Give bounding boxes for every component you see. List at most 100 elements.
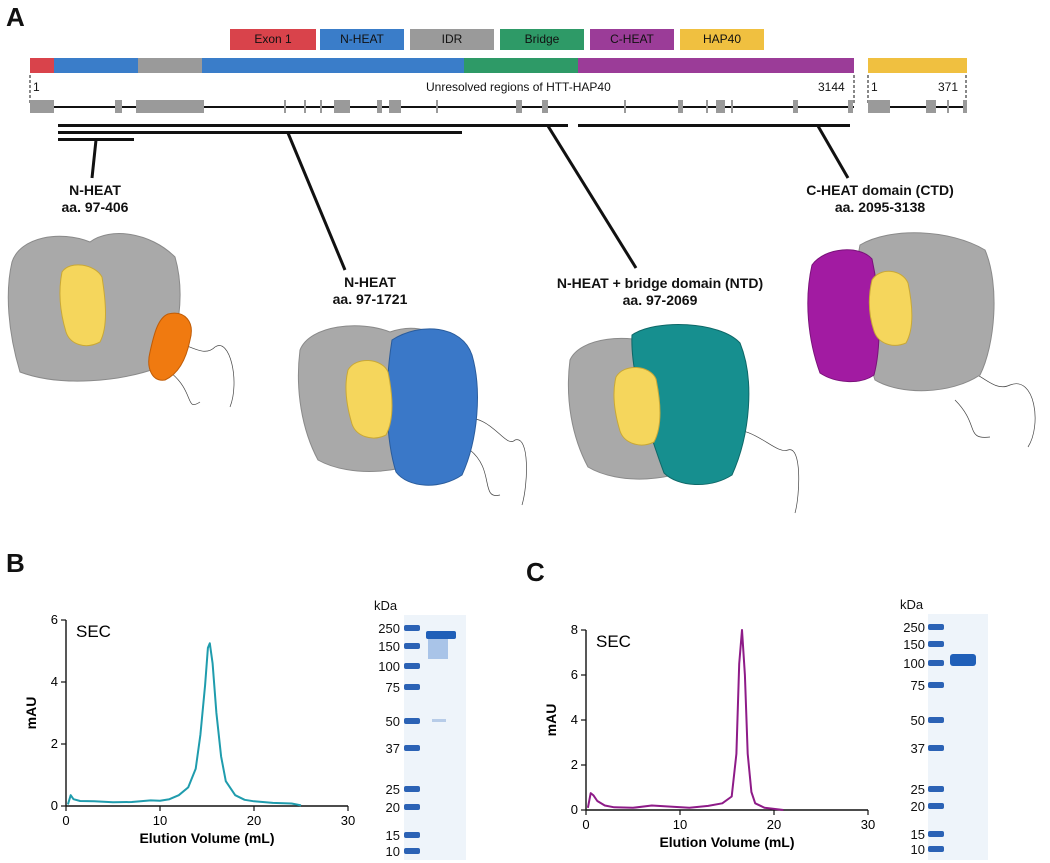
gel-c-kda-label: kDa bbox=[900, 597, 924, 612]
construct-label-3: N-HEAT + bridge domain (NTD) aa. 97-2069 bbox=[530, 275, 790, 309]
sec-chart-b: 0 2 4 6 0 10 20 30 Elution Volume (mL) mAU SEC bbox=[23, 612, 355, 846]
gap-block bbox=[516, 100, 522, 113]
gel-c-main-band bbox=[950, 654, 976, 666]
marker-label: 50 bbox=[910, 713, 925, 728]
construct-line-nheat-1721 bbox=[58, 131, 462, 134]
y-axis-label: mAU bbox=[543, 704, 559, 737]
gap-block bbox=[678, 100, 683, 113]
marker-label: 20 bbox=[910, 799, 925, 814]
gap-block bbox=[963, 100, 967, 113]
gap-block bbox=[848, 100, 853, 113]
marker-label: 150 bbox=[903, 637, 925, 652]
hap40-end-label: 371 bbox=[938, 80, 959, 94]
structure-nheat-1721 bbox=[297, 325, 527, 506]
construct-leader-lines bbox=[90, 125, 850, 271]
marker-band bbox=[928, 803, 944, 809]
marker-band bbox=[404, 643, 420, 649]
segment-hap40 bbox=[868, 58, 967, 73]
marker-label: 37 bbox=[910, 741, 925, 756]
legend-nheat: N-HEAT bbox=[320, 29, 404, 50]
construct-label-1: N-HEAT aa. 97-406 bbox=[40, 182, 150, 216]
legend-exon1: Exon 1 bbox=[230, 29, 316, 50]
gap-block bbox=[542, 100, 548, 113]
y-tick-label: 2 bbox=[51, 736, 58, 751]
marker-band bbox=[928, 717, 944, 723]
marker-band bbox=[928, 660, 944, 666]
segment-nheat-1 bbox=[54, 58, 138, 73]
panel-c-letter: C bbox=[526, 557, 545, 587]
marker-band bbox=[404, 663, 420, 669]
marker-label: 100 bbox=[903, 656, 925, 671]
y-tick-label: 6 bbox=[51, 612, 58, 627]
hap40-start-label: 1 bbox=[871, 80, 878, 94]
marker-band bbox=[404, 786, 420, 792]
legend-cheat: C-HEAT bbox=[590, 29, 674, 50]
gap-tick bbox=[304, 100, 306, 113]
legend-idr: IDR bbox=[410, 29, 494, 50]
marker-band bbox=[928, 682, 944, 688]
construct-name: N-HEAT + bridge domain (NTD) bbox=[556, 275, 764, 291]
gap-tick bbox=[947, 100, 949, 113]
marker-label: 100 bbox=[378, 659, 400, 674]
y-tick-label: 8 bbox=[571, 622, 578, 637]
marker-label: 37 bbox=[385, 741, 400, 756]
marker-label: 150 bbox=[378, 639, 400, 654]
construct-line-ntd bbox=[58, 124, 568, 127]
gap-block bbox=[334, 100, 350, 113]
marker-label: 15 bbox=[385, 828, 400, 843]
y-tick-label: 6 bbox=[571, 667, 578, 682]
structure-ctd bbox=[807, 232, 1036, 448]
construct-name: N-HEAT bbox=[344, 274, 396, 290]
gap-tick bbox=[284, 100, 286, 113]
sec-trace-line bbox=[66, 642, 302, 807]
construct-label-2: N-HEAT aa. 97-1721 bbox=[315, 274, 425, 308]
gap-block bbox=[716, 100, 725, 113]
gap-block bbox=[868, 100, 890, 113]
segment-cheat bbox=[578, 58, 854, 73]
y-tick-label: 4 bbox=[571, 712, 578, 727]
marker-band bbox=[404, 745, 420, 751]
y-tick-label: 2 bbox=[571, 757, 578, 772]
y-tick-label: 0 bbox=[51, 798, 58, 813]
x-tick-label: 30 bbox=[861, 817, 875, 832]
construct-line-nheat-406 bbox=[58, 138, 134, 141]
gel-b bbox=[404, 615, 466, 860]
segment-bridge bbox=[464, 58, 578, 73]
x-tick-label: 10 bbox=[153, 813, 167, 828]
sec-label: SEC bbox=[596, 632, 631, 651]
marker-label: 250 bbox=[378, 621, 400, 636]
marker-label: 10 bbox=[385, 844, 400, 859]
marker-label: 10 bbox=[910, 842, 925, 857]
segment-exon1 bbox=[30, 58, 54, 73]
x-axis-label: Elution Volume (mL) bbox=[139, 830, 274, 846]
marker-band bbox=[928, 831, 944, 837]
unresolved-label: Unresolved regions of HTT-HAP40 bbox=[426, 80, 611, 94]
gap-block bbox=[136, 100, 204, 113]
hap40-track-line bbox=[868, 106, 967, 108]
y-tick-label: 4 bbox=[51, 674, 58, 689]
x-tick-label: 0 bbox=[62, 813, 69, 828]
marker-label: 20 bbox=[385, 800, 400, 815]
gap-tick bbox=[706, 100, 708, 113]
marker-label: 15 bbox=[910, 827, 925, 842]
construct-range: aa. 97-406 bbox=[61, 199, 129, 215]
panel-b-letter: B bbox=[6, 548, 25, 578]
marker-band bbox=[404, 625, 420, 631]
y-tick-label: 0 bbox=[571, 802, 578, 817]
construct-label-4: C-HEAT domain (CTD) aa. 2095-3138 bbox=[790, 182, 970, 216]
gap-block bbox=[30, 100, 54, 113]
marker-band bbox=[928, 624, 944, 630]
gel-b-main-band bbox=[426, 631, 456, 639]
x-tick-label: 30 bbox=[341, 813, 355, 828]
marker-band bbox=[404, 718, 420, 724]
marker-band bbox=[928, 846, 944, 852]
structure-ntd bbox=[567, 324, 800, 514]
gap-block bbox=[115, 100, 122, 113]
htt-start-label: 1 bbox=[33, 80, 40, 94]
marker-band bbox=[404, 684, 420, 690]
gel-b-faint-band bbox=[432, 719, 446, 722]
gel-c bbox=[928, 614, 988, 860]
marker-band bbox=[928, 745, 944, 751]
x-axis-label: Elution Volume (mL) bbox=[659, 834, 794, 850]
marker-label: 50 bbox=[385, 714, 400, 729]
